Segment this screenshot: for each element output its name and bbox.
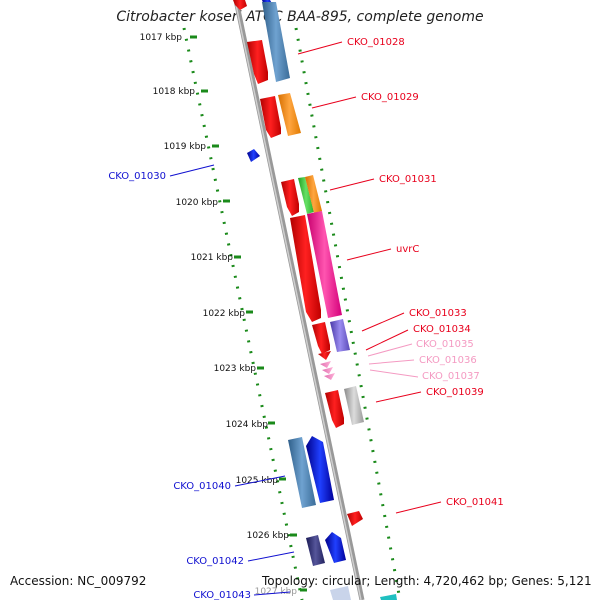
gene-feature[interactable] [262, 2, 290, 82]
backbone-highlight [234, 0, 362, 600]
gene-feature[interactable] [233, 0, 247, 10]
gene-feature[interactable] [324, 373, 335, 380]
gene-label-cko-01033[interactable]: CKO_01033 [409, 308, 467, 319]
tick-label: 1021 kbp [191, 253, 234, 263]
gene-feature[interactable] [247, 40, 268, 84]
label-leader [375, 391, 422, 403]
gene-feature[interactable] [312, 322, 330, 354]
gene-label-cko-01041[interactable]: CKO_01041 [446, 497, 504, 508]
tick-label: 1026 kbp [247, 531, 290, 541]
gene-label-cko-01043[interactable]: CKO_01043 [193, 590, 251, 600]
gene-feature[interactable] [320, 361, 331, 368]
label-leader [361, 312, 405, 332]
label-leader [367, 343, 413, 357]
gene-feature[interactable] [288, 437, 316, 508]
gene-feature[interactable] [305, 175, 322, 213]
gene-feature[interactable] [318, 351, 331, 360]
gene-label-cko-01036[interactable]: CKO_01036 [419, 355, 477, 366]
gene-label-uvrc[interactable]: uvrC [396, 244, 419, 255]
gene-label-cko-01042[interactable]: CKO_01042 [186, 556, 244, 567]
gene-feature[interactable] [330, 319, 350, 352]
label-leader [247, 551, 295, 562]
label-leader [395, 501, 442, 514]
tick-label: 1024 kbp [226, 420, 269, 430]
label-leader [346, 248, 392, 261]
label-leader [311, 96, 357, 109]
label-leader [365, 329, 409, 351]
label-leader [329, 178, 375, 191]
gene-feature[interactable] [306, 436, 334, 503]
gene-feature[interactable] [307, 211, 342, 318]
gene-label-cko-01029[interactable]: CKO_01029 [361, 92, 419, 103]
tick-marks [190, 35, 307, 592]
gene-feature[interactable] [322, 367, 333, 374]
backbone-line [233, 0, 365, 600]
gene-feature[interactable] [325, 532, 346, 563]
tick-label: 1027 kbp [255, 587, 298, 597]
gene-feature[interactable] [347, 511, 363, 526]
label-leader [169, 164, 215, 177]
gene-feature[interactable] [325, 390, 344, 428]
gene-label-cko-01031[interactable]: CKO_01031 [379, 174, 437, 185]
gene-feature[interactable] [298, 177, 314, 214]
gene-feature[interactable] [306, 535, 325, 566]
tick-label: 1017 kbp [140, 33, 183, 43]
label-leader [368, 359, 415, 365]
accession-text: Accession: NC_009792 [10, 574, 147, 588]
gene-label-cko-01030[interactable]: CKO_01030 [108, 171, 166, 182]
gene-feature[interactable] [260, 96, 281, 138]
label-leader [369, 369, 419, 378]
label-leader [253, 591, 291, 596]
gene-feature[interactable] [278, 93, 301, 136]
topology-text: Topology: circular; Length: 4,720,462 bp… [262, 574, 592, 588]
gene-feature[interactable] [380, 594, 397, 600]
cds-features [233, 0, 397, 600]
gene-label-cko-01040[interactable]: CKO_01040 [173, 481, 231, 492]
tick-label: 1020 kbp [176, 198, 219, 208]
gene-label-cko-01034[interactable]: CKO_01034 [413, 324, 471, 335]
tick-label: 1019 kbp [164, 142, 207, 152]
gene-feature[interactable] [344, 386, 364, 425]
label-leader [297, 41, 343, 55]
map-title: Citrobacter koseri ATCC BAA-895, complet… [116, 9, 484, 25]
gene-label-cko-01039[interactable]: CKO_01039 [426, 387, 484, 398]
tick-label: 1018 kbp [153, 87, 196, 97]
gene-feature[interactable] [330, 586, 351, 600]
gene-feature[interactable] [247, 149, 260, 162]
gene-label-cko-01028[interactable]: CKO_01028 [347, 37, 405, 48]
gc-track-right [294, 27, 402, 600]
gene-feature[interactable] [281, 179, 299, 216]
label-leader [234, 475, 286, 487]
tick-label: 1022 kbp [203, 309, 246, 319]
gene-feature[interactable] [290, 215, 321, 322]
tick-label: 1025 kbp [236, 476, 279, 486]
gene-label-cko-01037[interactable]: CKO_01037 [422, 371, 480, 382]
gene-label-cko-01035[interactable]: CKO_01035 [416, 339, 474, 350]
tick-label: 1023 kbp [214, 364, 257, 374]
